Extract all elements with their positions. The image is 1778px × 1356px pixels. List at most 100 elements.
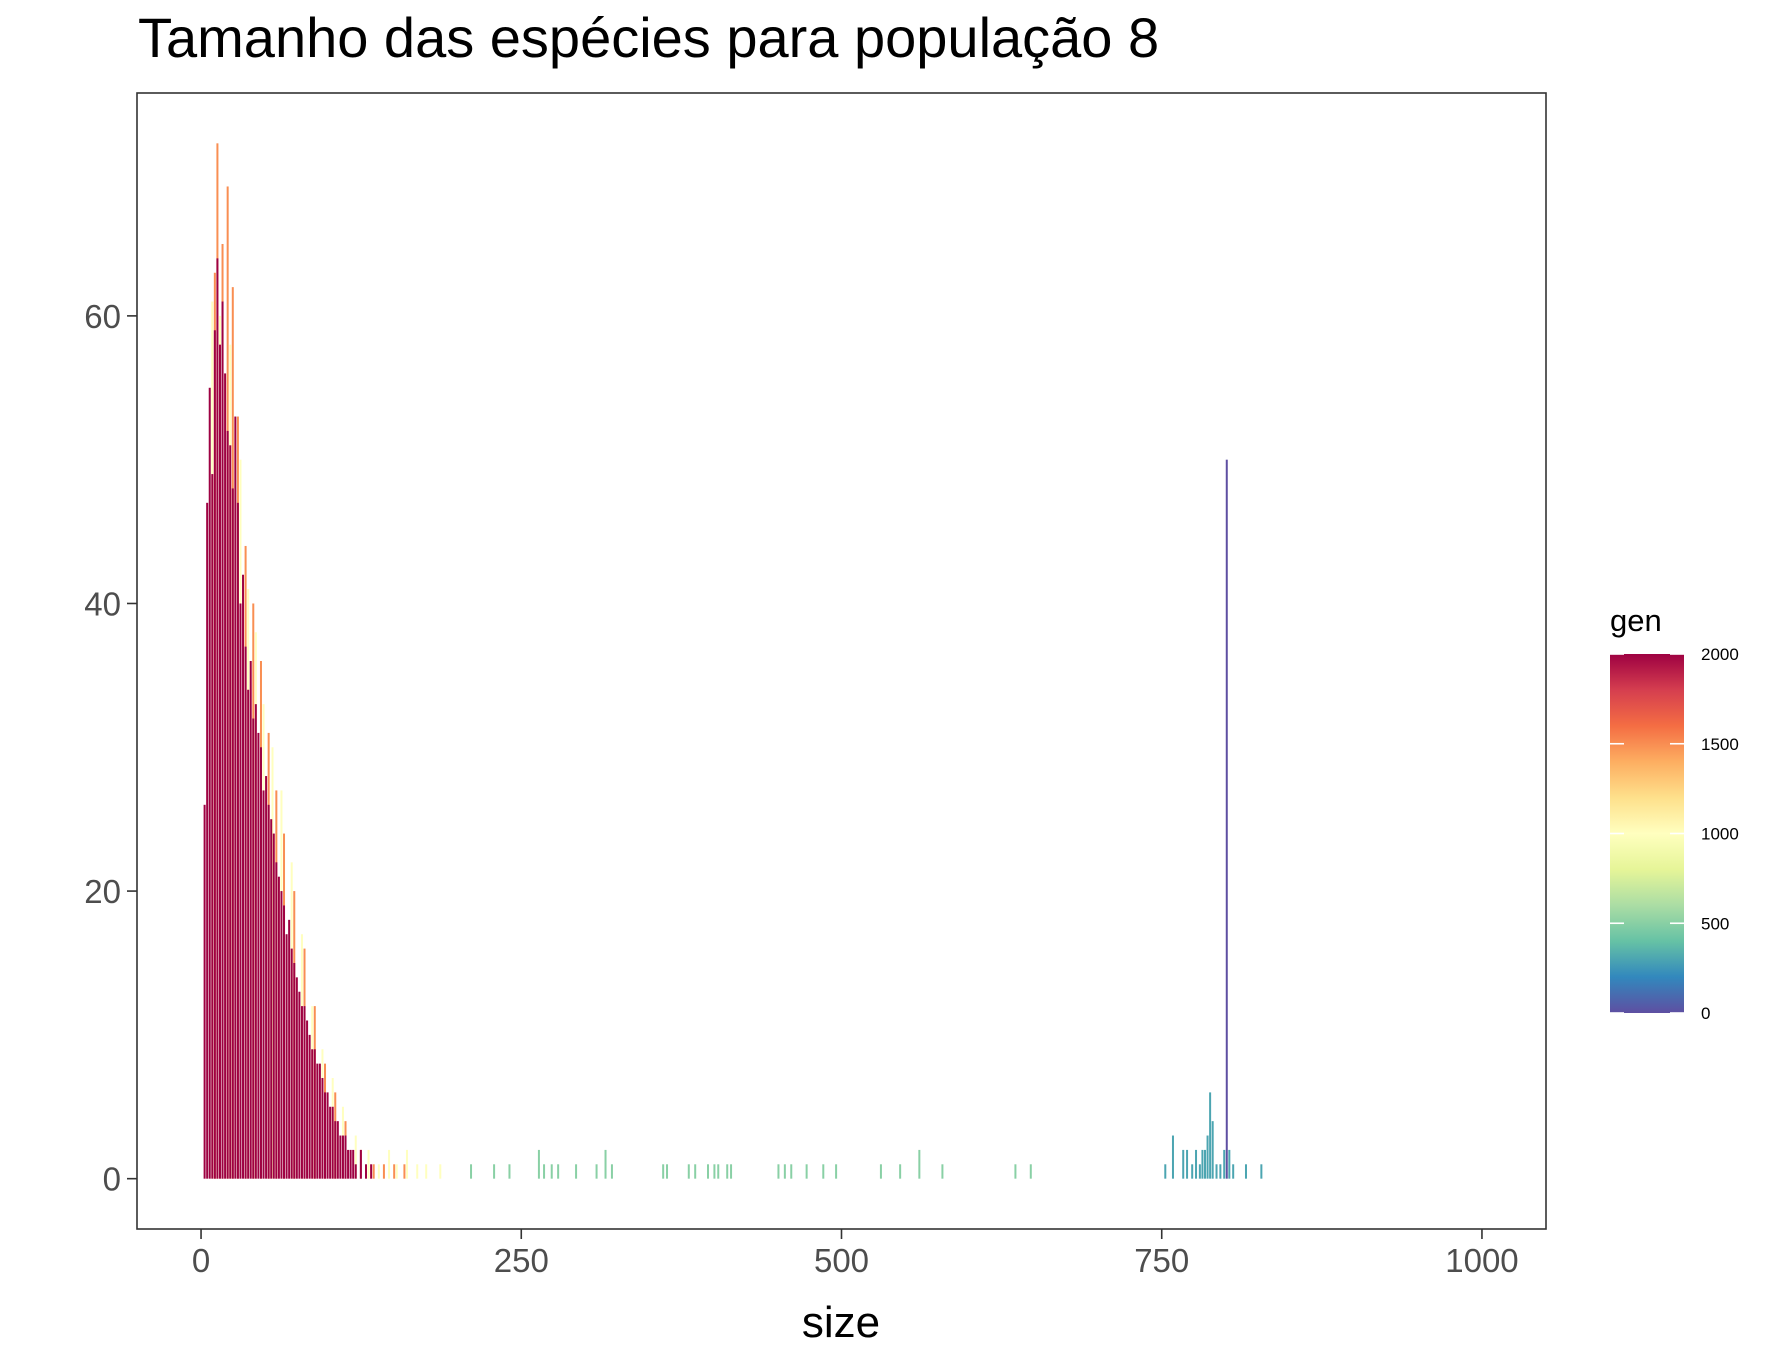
bar: [354, 1164, 357, 1179]
y-tick-label: 0: [103, 1161, 121, 1198]
bar: [367, 1149, 370, 1179]
bar: [726, 1164, 729, 1179]
bar: [508, 1164, 511, 1179]
bar: [918, 1149, 921, 1179]
bar: [425, 1164, 428, 1179]
legend-tick-label: 1000: [1701, 825, 1739, 844]
bar: [439, 1164, 442, 1179]
bar: [277, 876, 280, 1179]
legend-ticks: 0 500 1000 1500 2000: [1610, 645, 1739, 1023]
bar: [288, 919, 291, 1179]
bar: [313, 1049, 316, 1179]
bar: [339, 1135, 342, 1179]
bar: [224, 373, 227, 1179]
bar: [1244, 1164, 1247, 1179]
x-axis-title: size: [802, 1298, 880, 1347]
bar: [331, 1106, 334, 1179]
bar: [300, 1006, 303, 1179]
chart-title: Tamanho das espécies para população 8: [138, 6, 1159, 69]
bar: [713, 1164, 716, 1179]
bar: [267, 804, 270, 1179]
bar: [275, 862, 278, 1179]
bar: [1260, 1164, 1263, 1179]
bar: [1198, 1164, 1201, 1179]
bar: [318, 1063, 321, 1179]
bar: [1171, 1135, 1174, 1179]
plot-panel: [137, 93, 1546, 1229]
bar: [790, 1164, 793, 1179]
bar: [493, 1164, 496, 1179]
bar: [393, 1164, 396, 1179]
bar: [226, 430, 229, 1179]
bar: [694, 1164, 697, 1179]
x-tick-label: 750: [1134, 1242, 1189, 1279]
bar: [707, 1164, 709, 1179]
bar: [395, 1164, 398, 1179]
bar: [329, 1106, 332, 1179]
bar: [218, 344, 221, 1179]
bar: [283, 905, 286, 1179]
bar: [405, 1149, 408, 1179]
bar: [377, 1164, 380, 1179]
legend-title: gen: [1610, 603, 1662, 638]
bar: [285, 934, 288, 1179]
bar: [208, 387, 211, 1179]
bar: [382, 1164, 385, 1179]
bar: [236, 502, 239, 1179]
legend-tick-label: 500: [1701, 914, 1729, 933]
bar: [334, 1121, 337, 1179]
bar: [344, 1135, 347, 1179]
bar: [1195, 1149, 1198, 1179]
bar: [311, 1049, 314, 1179]
bars-layer: [203, 143, 1263, 1179]
bar: [730, 1164, 733, 1179]
bar: [203, 804, 206, 1179]
bar: [308, 1034, 311, 1179]
bar: [662, 1164, 665, 1179]
bar: [1228, 1149, 1231, 1179]
bar: [280, 891, 283, 1179]
bar: [1206, 1135, 1209, 1179]
bar: [557, 1164, 560, 1179]
bar: [835, 1164, 838, 1179]
bar: [822, 1164, 825, 1179]
bar: [349, 1149, 352, 1179]
bar: [365, 1164, 367, 1179]
bar: [372, 1164, 375, 1179]
bar: [1209, 1092, 1212, 1179]
bar: [221, 301, 224, 1179]
bar: [211, 474, 214, 1179]
bar: [306, 1020, 309, 1179]
bar: [254, 704, 257, 1179]
bar: [352, 1149, 355, 1179]
legend-tick-label: 0: [1701, 1004, 1710, 1023]
bar: [1225, 459, 1228, 1179]
bar: [388, 1149, 391, 1179]
bar: [1211, 1121, 1214, 1179]
bar: [1029, 1164, 1032, 1179]
bar: [298, 991, 301, 1179]
bar: [537, 1149, 540, 1179]
bar: [1201, 1149, 1204, 1179]
bar: [879, 1164, 882, 1179]
bar: [229, 445, 232, 1179]
bar: [359, 1149, 362, 1179]
bar: [247, 689, 250, 1179]
legend-tick-label: 1500: [1701, 735, 1739, 754]
bar: [242, 574, 245, 1179]
bar: [1186, 1149, 1189, 1179]
bar: [1182, 1149, 1185, 1179]
bar: [1219, 1164, 1222, 1179]
bar: [326, 1092, 329, 1179]
y-tick-label: 60: [84, 298, 121, 335]
bar: [341, 1135, 344, 1179]
bar: [1191, 1164, 1194, 1179]
bar: [321, 1078, 324, 1179]
bar: [252, 718, 255, 1179]
x-tick-label: 0: [192, 1242, 210, 1279]
bar: [303, 1006, 306, 1179]
bar: [543, 1164, 546, 1179]
x-tick-label: 500: [814, 1242, 869, 1279]
bar: [316, 1063, 319, 1179]
